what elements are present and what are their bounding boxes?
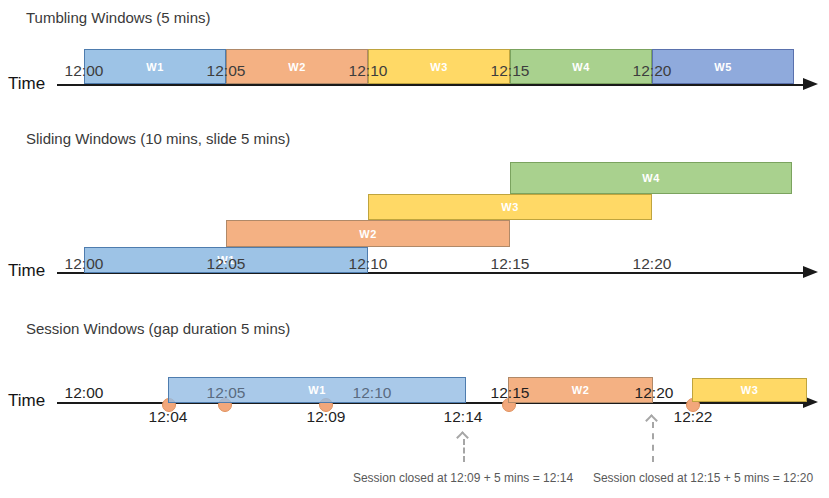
section-title: Sliding Windows (10 mins, slide 5 mins)	[26, 130, 290, 147]
time-tick: 12:04	[149, 408, 188, 425]
time-tick: 12:09	[307, 408, 346, 425]
time-tick: 12:22	[674, 408, 713, 425]
time-tick: 12:20	[633, 255, 672, 272]
axis-label: Time	[8, 261, 45, 281]
window-label: W1	[308, 384, 325, 396]
time-tick: 12:20	[635, 384, 674, 401]
time-tick: 12:05	[207, 255, 246, 272]
window-bar-w4: W4	[510, 162, 792, 194]
windowing-diagram: Tumbling Windows (5 mins) Time W1 W2 W3 W4 W5 1…	[0, 0, 829, 498]
time-tick: 12:20	[633, 62, 672, 79]
window-bar-w3: W3	[692, 378, 807, 402]
time-tick: 12:00	[65, 62, 104, 79]
window-bar-w3: W3	[368, 49, 510, 84]
window-label: W1	[146, 61, 163, 73]
section-title: Tumbling Windows (5 mins)	[26, 9, 211, 26]
time-tick: 12:14	[444, 408, 483, 425]
window-label: W5	[714, 61, 731, 73]
annotation-text: Session closed at 12:09 + 5 mins = 12:14	[353, 471, 573, 485]
window-label: W2	[572, 384, 589, 396]
window-bar-w2: W2	[508, 377, 653, 403]
timeline-arrowhead-icon	[803, 266, 818, 278]
time-tick: 12:00	[65, 255, 104, 272]
annotation-text: Session closed at 12:15 + 5 mins = 12:20	[593, 471, 813, 485]
section-title: Session Windows (gap duration 5 mins)	[26, 320, 290, 337]
event-dot-icon	[686, 398, 700, 412]
window-label: W2	[359, 228, 376, 240]
timeline	[57, 272, 805, 274]
section-tumbling: Tumbling Windows (5 mins) Time W1 W2 W3 W4 W5 1…	[0, 0, 829, 498]
window-label: W3	[741, 384, 758, 396]
time-tick: 12:15	[491, 384, 530, 401]
window-bar-w2: W2	[226, 49, 368, 84]
axis-label: Time	[8, 391, 45, 411]
dashed-arrow-line	[463, 439, 465, 462]
up-arrowhead-icon	[456, 431, 469, 444]
section-sliding: Sliding Windows (10 mins, slide 5 mins)T…	[0, 0, 829, 498]
window-bar-w1: W1	[168, 377, 466, 403]
window-bar-w1: W1	[84, 247, 368, 273]
window-label: W3	[430, 61, 447, 73]
window-bar-w4: W4	[510, 49, 652, 84]
window-label: W1	[217, 254, 234, 266]
up-arrowhead-icon	[645, 414, 658, 427]
window-bar-w5: W5	[652, 49, 794, 84]
time-tick: 12:10	[353, 384, 392, 401]
window-label: W4	[572, 61, 589, 73]
time-tick: 12:15	[491, 255, 530, 272]
timeline-arrowhead-icon	[803, 396, 818, 408]
time-tick: 12:05	[207, 62, 246, 79]
time-tick: 12:05	[207, 384, 246, 401]
axis-label: Time	[8, 74, 45, 94]
timeline	[57, 402, 805, 404]
section-session: Session Windows (gap duration 5 mins) Tim…	[0, 0, 829, 498]
timeline-arrowhead-icon	[803, 78, 818, 90]
window-label: W2	[288, 61, 305, 73]
time-tick: 12:15	[491, 62, 530, 79]
event-dot-icon	[162, 398, 176, 412]
window-bar-w3: W3	[368, 194, 652, 220]
window-label: W4	[642, 172, 659, 184]
window-bar-w2: W2	[226, 220, 510, 247]
event-dot-icon	[502, 398, 516, 412]
time-tick: 12:10	[349, 62, 388, 79]
timeline	[57, 84, 805, 86]
time-tick: 12:10	[349, 255, 388, 272]
window-bar-w1: W1	[84, 49, 226, 84]
dashed-arrow-line	[652, 422, 654, 462]
time-tick: 12:00	[65, 384, 104, 401]
event-dot-icon	[218, 398, 232, 412]
event-dot-icon	[319, 398, 333, 412]
window-label: W3	[501, 201, 518, 213]
